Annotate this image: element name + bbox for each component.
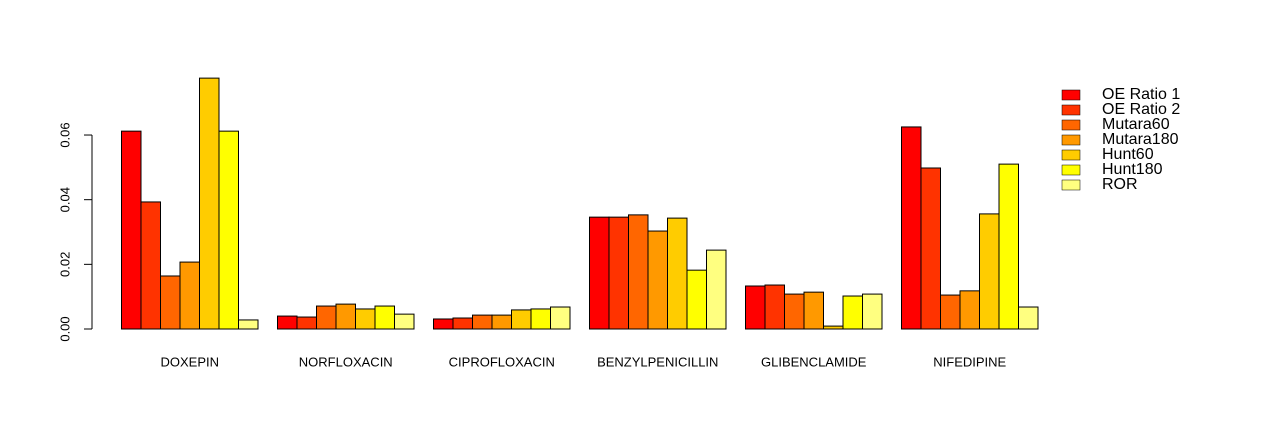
bar (823, 325, 844, 330)
bar (959, 290, 980, 330)
bar (842, 295, 863, 330)
bar (862, 293, 883, 330)
bar (472, 314, 493, 330)
bar (628, 214, 649, 330)
bar (530, 308, 551, 330)
bar (335, 303, 356, 330)
bar (374, 305, 395, 330)
x-tick-label: DOXEPIN (160, 354, 219, 369)
bar (238, 319, 259, 330)
bar (355, 308, 376, 330)
bar (452, 317, 473, 330)
bar (979, 213, 1000, 330)
legend-swatch (1061, 89, 1081, 101)
bar (647, 230, 668, 330)
bar (121, 130, 142, 330)
bar (316, 305, 337, 330)
legend-label: ROR (1102, 176, 1138, 193)
bar (940, 294, 961, 330)
bar (784, 293, 805, 330)
bar (686, 269, 707, 330)
bar (511, 309, 532, 330)
bar (277, 315, 298, 330)
bar (667, 217, 688, 330)
legend-label: OE Ratio 2 (1102, 101, 1180, 118)
bar (706, 249, 727, 330)
y-tick-label: 0.06 (57, 122, 72, 147)
bar (745, 285, 766, 330)
bar (296, 316, 317, 330)
legend-swatch (1061, 149, 1081, 161)
legend-swatch (1061, 119, 1081, 131)
x-tick-label: GLIBENCLAMIDE (761, 354, 867, 369)
legend-swatch (1061, 179, 1081, 191)
bar (589, 216, 610, 330)
bar (608, 216, 629, 330)
legend-swatch (1061, 134, 1081, 146)
legend-label: Mutara180 (1102, 131, 1179, 148)
legend-swatch (1061, 164, 1081, 176)
bar (920, 167, 941, 330)
y-tick-label: 0.02 (57, 252, 72, 277)
bar (394, 313, 415, 330)
legend-label: Mutara60 (1102, 116, 1170, 133)
bar (764, 284, 785, 330)
bar (433, 318, 454, 330)
y-tick-label: 0.00 (57, 316, 72, 341)
bar (160, 275, 181, 330)
legend-label: OE Ratio 1 (1102, 86, 1180, 103)
x-tick-label: BENZYLPENICILLIN (597, 354, 718, 369)
x-tick-label: NIFEDIPINE (933, 354, 1006, 369)
bar (140, 201, 161, 330)
bar (179, 261, 200, 330)
bar (491, 314, 512, 330)
legend-swatch (1061, 104, 1081, 116)
x-tick-label: CIPROFLOXACIN (449, 354, 555, 369)
bar (998, 163, 1019, 330)
y-tick-label: 0.04 (57, 187, 72, 212)
bar (199, 77, 220, 330)
bar (550, 306, 571, 330)
bar (901, 126, 922, 330)
legend-label: Hunt60 (1102, 146, 1154, 163)
x-tick-label: NORFLOXACIN (299, 354, 393, 369)
legend-label: Hunt180 (1102, 161, 1163, 178)
bar (218, 130, 239, 330)
bar (803, 291, 824, 330)
bar (1018, 306, 1039, 330)
